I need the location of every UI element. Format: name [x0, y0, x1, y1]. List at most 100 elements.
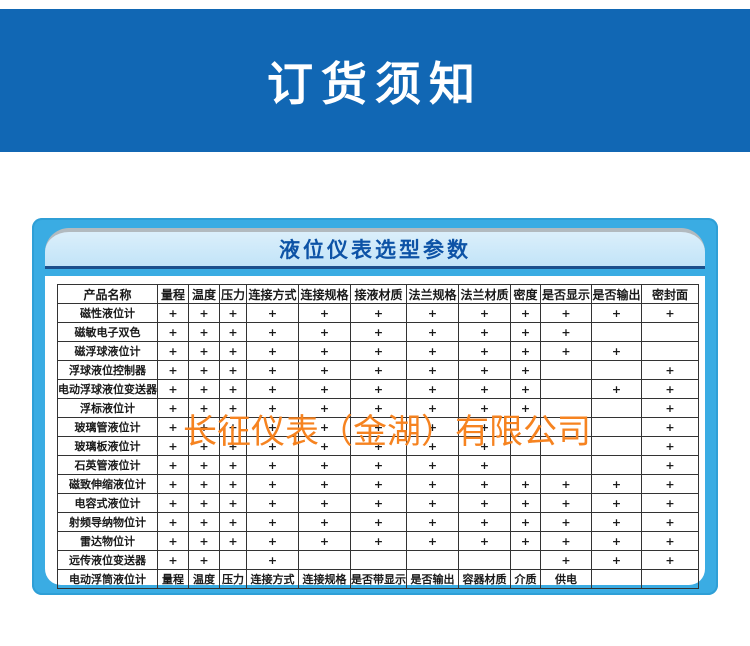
parameter-label-cell: 介质 [510, 569, 541, 589]
mark-cell: + [406, 379, 459, 399]
column-header: 接液材质 [350, 284, 407, 304]
product-name-cell: 石英管液位计 [57, 455, 158, 475]
mark-cell: + [540, 341, 592, 361]
mark-cell: + [458, 436, 511, 456]
mark-cell: + [157, 398, 189, 418]
mark-cell: + [188, 455, 220, 475]
mark-cell [641, 341, 699, 361]
mark-cell: + [188, 531, 220, 551]
product-name-cell: 浮标液位计 [57, 398, 158, 418]
page-title: 订货须知 [267, 56, 483, 111]
mark-cell: + [641, 417, 699, 437]
mark-cell: + [641, 398, 699, 418]
table-last-row: 电动浮筒液位计 量程 温度 压力 连接方式 连接规格 是否带显示 是否输出 容器材质 介质 供电 [57, 569, 699, 589]
table-row: 射频导纳物位计 + + + + + + + + + + + + [57, 512, 699, 532]
mark-cell: + [641, 455, 699, 475]
table-row: 磁敏电子双色 + + + + + + + + + + [57, 322, 699, 342]
mark-cell: + [298, 436, 351, 456]
parameter-label-cell: 压力 [219, 569, 247, 589]
mark-cell [641, 322, 699, 342]
mark-cell: + [246, 303, 299, 323]
mark-cell: + [510, 379, 541, 399]
mark-cell: + [458, 474, 511, 494]
mark-cell: + [458, 341, 511, 361]
parameter-label-cell: 连接方式 [246, 569, 299, 589]
mark-cell: + [188, 512, 220, 532]
mark-cell: + [157, 531, 189, 551]
mark-cell: + [406, 303, 459, 323]
mark-cell: + [591, 550, 642, 570]
product-name-cell: 电动浮球液位变送器 [57, 379, 158, 399]
mark-cell [298, 550, 351, 570]
table-row: 磁致伸缩液位计 + + + + + + + + + + + + [57, 474, 699, 494]
parameter-label-cell [641, 569, 699, 589]
mark-cell [591, 417, 642, 437]
mark-cell: + [246, 341, 299, 361]
selection-parameter-table: 产品名称 量程 温度 压力 连接方式 连接规格 接液材质 法兰规格 法兰材质 密度 是否显示 是否输出… [57, 284, 699, 589]
mark-cell: + [458, 493, 511, 513]
table-row: 雷达物位计 + + + + + + + + + + + + [57, 531, 699, 551]
mark-cell: + [458, 417, 511, 437]
mark-cell: + [406, 512, 459, 532]
mark-cell: + [188, 398, 220, 418]
mark-cell: + [510, 341, 541, 361]
mark-cell: + [641, 493, 699, 513]
mark-cell: + [458, 455, 511, 475]
mark-cell [540, 417, 592, 437]
table-row: 浮球液位控制器 + + + + + + + + + + [57, 360, 699, 380]
mark-cell [219, 550, 247, 570]
mark-cell: + [157, 303, 189, 323]
parameter-label-cell: 温度 [188, 569, 220, 589]
table-row: 磁浮球液位计 + + + + + + + + + + + [57, 341, 699, 361]
mark-cell: + [157, 436, 189, 456]
mark-cell [458, 550, 511, 570]
mark-cell: + [157, 360, 189, 380]
column-header: 法兰规格 [406, 284, 459, 304]
mark-cell: + [510, 360, 541, 380]
mark-cell: + [591, 512, 642, 532]
mark-cell: + [350, 493, 407, 513]
product-name-cell: 磁致伸缩液位计 [57, 474, 158, 494]
mark-cell: + [246, 360, 299, 380]
mark-cell: + [641, 379, 699, 399]
mark-cell: + [219, 512, 247, 532]
product-name-cell: 电容式液位计 [57, 493, 158, 513]
table-row: 石英管液位计 + + + + + + + + + [57, 455, 699, 475]
table-row: 磁性液位计 + + + + + + + + + + + + [57, 303, 699, 323]
mark-cell: + [540, 512, 592, 532]
mark-cell [510, 436, 541, 456]
mark-cell: + [219, 360, 247, 380]
product-name-cell: 射频导纳物位计 [57, 512, 158, 532]
mark-cell: + [157, 322, 189, 342]
product-name-cell: 雷达物位计 [57, 531, 158, 551]
mark-cell: + [298, 512, 351, 532]
column-header: 是否显示 [540, 284, 592, 304]
product-name-cell: 磁敏电子双色 [57, 322, 158, 342]
product-name-cell: 磁性液位计 [57, 303, 158, 323]
mark-cell: + [219, 379, 247, 399]
mark-cell [510, 455, 541, 475]
spec-card-title-band: 液位仪表选型参数 [45, 228, 705, 269]
mark-cell: + [298, 455, 351, 475]
mark-cell: + [246, 436, 299, 456]
mark-cell: + [458, 512, 511, 532]
mark-cell: + [641, 550, 699, 570]
product-name-cell: 磁浮球液位计 [57, 341, 158, 361]
mark-cell: + [298, 303, 351, 323]
mark-cell: + [298, 341, 351, 361]
mark-cell: + [157, 474, 189, 494]
mark-cell: + [591, 303, 642, 323]
column-header: 量程 [157, 284, 189, 304]
mark-cell: + [246, 379, 299, 399]
mark-cell: + [350, 379, 407, 399]
mark-cell: + [350, 474, 407, 494]
mark-cell: + [350, 436, 407, 456]
parameter-label-cell: 量程 [157, 569, 189, 589]
column-header: 温度 [188, 284, 220, 304]
parameter-label-cell: 容器材质 [458, 569, 511, 589]
mark-cell: + [540, 531, 592, 551]
mark-cell: + [540, 322, 592, 342]
product-name-cell: 浮球液位控制器 [57, 360, 158, 380]
table-row: 远传液位变送器 + + + + + + [57, 550, 699, 570]
mark-cell: + [406, 493, 459, 513]
